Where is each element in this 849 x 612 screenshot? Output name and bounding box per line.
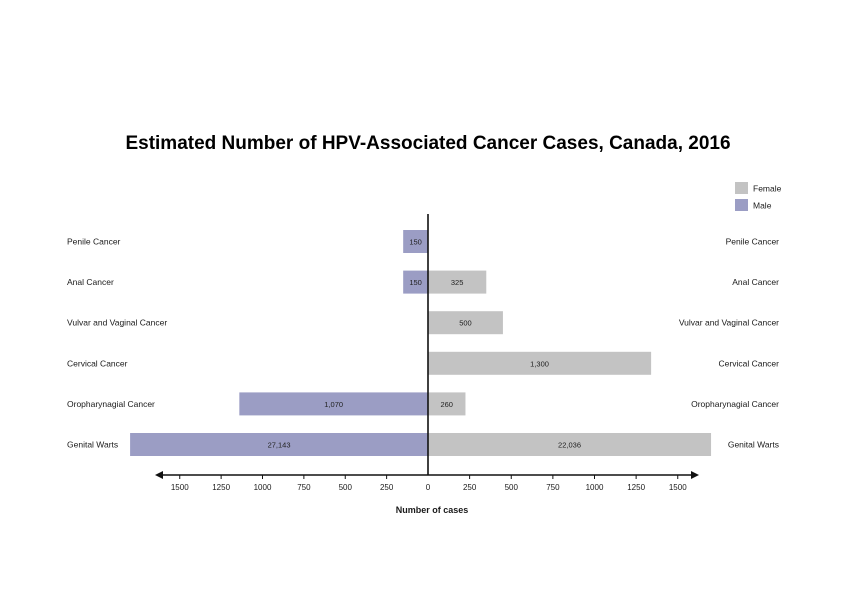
bar-female (428, 433, 712, 456)
category-label-left: Genital Warts (67, 440, 118, 450)
legend-label-male: Male (753, 201, 772, 211)
tick-label: 250 (380, 483, 394, 492)
bar-female (428, 351, 652, 375)
data-label-female: 22,036 (558, 441, 581, 450)
category-label-right: Penile Cancer (726, 237, 780, 247)
tick-label: 500 (505, 483, 519, 492)
category-label-right: Genital Warts (728, 440, 779, 450)
data-label-female: 325 (451, 278, 464, 287)
category-label-left: Vulvar and Vaginal Cancer (67, 318, 167, 328)
data-label-male: 27,143 (268, 441, 291, 450)
category-label-left: Cervical Cancer (67, 358, 128, 368)
tick-label: 750 (546, 483, 560, 492)
category-label-left: Oropharynagial Cancer (67, 399, 155, 409)
category-label-right: Anal Cancer (732, 277, 779, 287)
tick-label: 1500 (669, 483, 687, 492)
data-label-female: 1,300 (530, 359, 549, 368)
bar-male (403, 270, 428, 294)
tick-label: 750 (297, 483, 311, 492)
bar-female (428, 311, 503, 335)
tick-label: 1250 (627, 483, 645, 492)
x-axis-label: Number of cases (396, 505, 469, 515)
data-label-female: 260 (440, 400, 453, 409)
tick-label: 1500 (171, 483, 189, 492)
right-category-labels: Penile Cancer Anal Cancer Vulvar and Vagin… (679, 237, 779, 450)
chart-title: Estimated Number of HPV-Associated Cance… (125, 133, 730, 154)
axis-arrow-left (155, 471, 163, 479)
legend: Female Male (735, 182, 782, 211)
axis-arrow-right (691, 471, 699, 479)
category-label-right: Oropharynagial Cancer (691, 399, 779, 409)
category-label-left: Anal Cancer (67, 277, 114, 287)
legend-swatch-male (735, 199, 748, 211)
x-axis: 1500 1250 1000 750 500 250 0 250 500 750 1000 1250 1… (155, 214, 699, 492)
bar-male (403, 230, 428, 253)
tick-label: 500 (339, 483, 353, 492)
bars: 150 150 325 500 1,300 1,070 260 27,143 22,036 (130, 230, 712, 456)
data-label-female: 500 (459, 319, 472, 328)
data-label-male: 150 (409, 238, 422, 247)
data-label-male: 150 (409, 278, 422, 287)
bar-female (428, 392, 466, 416)
bar-male (130, 433, 428, 456)
category-label-left: Penile Cancer (67, 237, 121, 247)
bar-female (428, 270, 487, 294)
legend-label-female: Female (753, 184, 782, 194)
data-label-male: 1,070 (324, 400, 343, 409)
tick-label: 0 (426, 483, 431, 492)
tick-label: 250 (463, 483, 477, 492)
tick-label: 1000 (586, 483, 604, 492)
category-label-right: Cervical Cancer (719, 358, 780, 368)
category-label-right: Vulvar and Vaginal Cancer (679, 318, 779, 328)
bar-male (239, 392, 428, 416)
tick-label: 1250 (212, 483, 230, 492)
left-category-labels: Penile Cancer Anal Cancer Vulvar and Vagin… (67, 237, 167, 450)
tick-label: 1000 (254, 483, 272, 492)
legend-swatch-female (735, 182, 748, 194)
